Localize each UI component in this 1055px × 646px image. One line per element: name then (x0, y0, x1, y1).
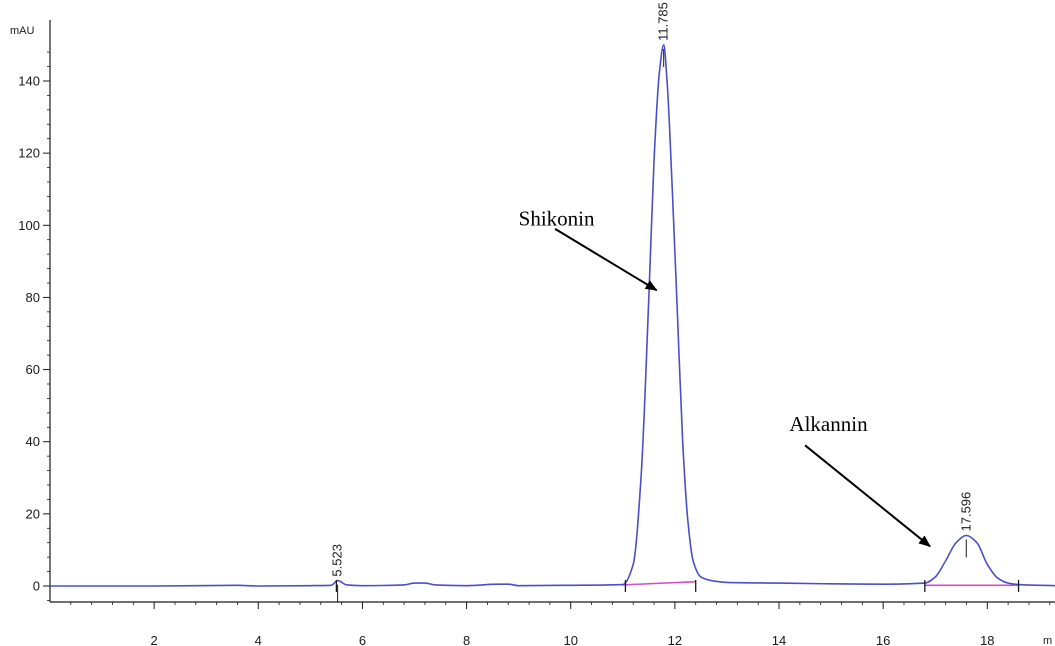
y-tick-label: 120 (18, 146, 40, 161)
x-tick-label: 10 (563, 633, 577, 646)
x-tick-label: 6 (359, 633, 366, 646)
x-tick-label: 4 (255, 633, 262, 646)
x-tick-label: 16 (876, 633, 890, 646)
x-tick-label: 2 (151, 633, 158, 646)
baseline-layer (622, 580, 1019, 587)
x-tick-label: 8 (463, 633, 470, 646)
y-tick-label: 100 (18, 218, 40, 233)
y-tick-label: 40 (26, 434, 40, 449)
y-tick-label: 0 (33, 579, 40, 594)
annotation-arrow (804, 444, 931, 548)
marker-layer (335, 580, 1020, 592)
compound-annotation: Alkannin (789, 412, 868, 436)
peak-retention-label: 11.785 (656, 2, 671, 41)
x-tick-label: 18 (980, 633, 994, 646)
annotation-layer: Shikonin Alkannin (519, 206, 931, 548)
integration-baseline (622, 580, 696, 586)
y-tick-label: 60 (26, 362, 40, 377)
series-layer (49, 44, 1055, 587)
compound-annotation: Shikonin (519, 206, 595, 230)
axes (49, 20, 1055, 603)
chromatogram-trace (49, 44, 1055, 587)
x-tick-label: 12 (668, 633, 682, 646)
y-tick-label: 80 (26, 290, 40, 305)
y-tick-label: 20 (26, 506, 40, 521)
x-axis-unit-label: m (1043, 635, 1052, 646)
peak-retention-label: 17.596 (958, 492, 973, 532)
y-axis-unit-label: mAU (10, 25, 35, 37)
y-tick-label: 140 (18, 74, 40, 89)
annotation-arrow (554, 228, 658, 292)
axis-ticks: 0 20 40 60 80 100 120 140 2 4 6 8 10 12 14 16 18 (18, 51, 1051, 646)
peak-label-layer: 5.523 11.785 17.596 (330, 2, 973, 603)
x-tick-label: 14 (772, 633, 786, 646)
peak-retention-label: 5.523 (330, 544, 345, 577)
